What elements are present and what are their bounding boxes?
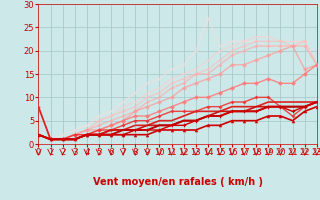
X-axis label: Vent moyen/en rafales ( km/h ): Vent moyen/en rafales ( km/h ) [92,177,263,187]
